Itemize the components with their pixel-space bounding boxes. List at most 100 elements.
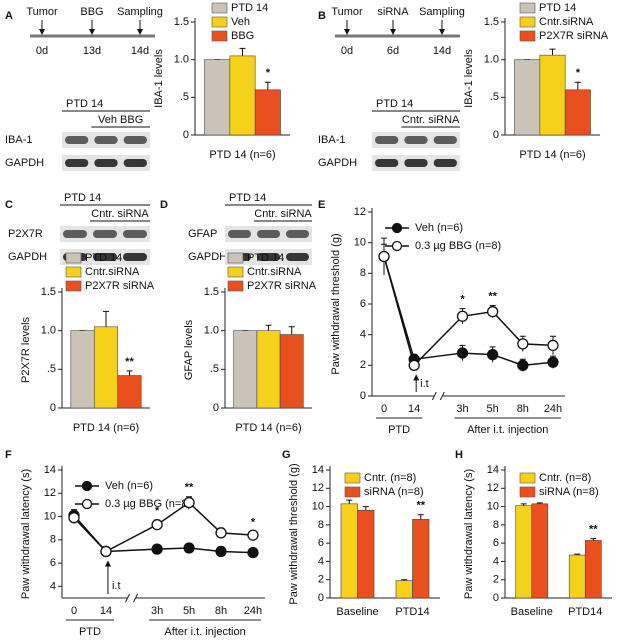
legend-label: siRNA (n=8) bbox=[539, 486, 599, 498]
event-day: 14d bbox=[433, 45, 451, 57]
legend-label: PTD 14 bbox=[85, 252, 122, 264]
significance: ** bbox=[185, 482, 194, 494]
blot-band bbox=[123, 230, 147, 238]
x-tick-label: 14 bbox=[100, 605, 112, 617]
y-tick-label: 14 bbox=[44, 464, 56, 476]
legend-marker bbox=[81, 480, 93, 492]
axis-break bbox=[125, 593, 138, 603]
legend-label: Cntr. (n=8) bbox=[539, 472, 591, 484]
panel-letter: G bbox=[282, 449, 291, 461]
y-tick-label: 14 bbox=[487, 464, 499, 476]
legend-label: Veh bbox=[231, 16, 250, 28]
y-tick-label: 8 bbox=[318, 519, 324, 531]
significance: ** bbox=[125, 356, 134, 368]
point bbox=[486, 348, 499, 361]
blot-band bbox=[257, 253, 280, 261]
y-tick-label: 6 bbox=[318, 537, 324, 549]
blot-band bbox=[404, 159, 428, 167]
legend-swatch bbox=[65, 266, 82, 278]
x-tick-label: 0 bbox=[71, 605, 77, 617]
legend-swatch bbox=[227, 280, 244, 292]
bar bbox=[256, 330, 281, 409]
point bbox=[408, 359, 420, 371]
blot-band bbox=[433, 136, 457, 144]
event-label: Sampling bbox=[117, 6, 163, 18]
y-tick-label: 10 bbox=[44, 510, 56, 522]
bar bbox=[279, 334, 304, 409]
blot-band bbox=[286, 253, 309, 261]
legend-label: BBG bbox=[231, 30, 254, 42]
y-axis-label: IBA-1 levels bbox=[153, 49, 165, 108]
legend-marker bbox=[81, 498, 93, 510]
legend-label: Cntr.siRNA bbox=[85, 266, 140, 278]
legend-label: PTD 14 bbox=[247, 252, 284, 264]
blot-band bbox=[404, 136, 428, 144]
x-tick-label: PTD 14 (n=6) bbox=[209, 149, 275, 161]
panel-letter: C bbox=[5, 199, 13, 211]
point bbox=[247, 546, 259, 559]
blot-band bbox=[228, 230, 251, 238]
y-tick-label: .5 bbox=[490, 91, 499, 103]
blot-band bbox=[123, 159, 147, 167]
blot-lanes: Veh BBG bbox=[98, 114, 143, 126]
y-tick-label: 0 bbox=[50, 402, 56, 414]
bar bbox=[340, 503, 358, 599]
arrow-label: i.t bbox=[112, 580, 121, 592]
blot-row-label: GAPDH bbox=[5, 157, 44, 169]
y-tick-label: 1.0 bbox=[204, 325, 219, 337]
blot-band bbox=[375, 159, 399, 167]
y-tick-label: 0 bbox=[213, 402, 219, 414]
arrow-label: i.t bbox=[420, 378, 429, 390]
y-tick-label: 12 bbox=[487, 482, 499, 494]
y-tick-label: 0 bbox=[493, 592, 499, 604]
bar bbox=[93, 326, 119, 409]
legend-label: Cntr.siRNA bbox=[539, 16, 594, 28]
blot-title: PTD 14 bbox=[66, 98, 103, 110]
arrow-head bbox=[89, 29, 95, 35]
error-bar bbox=[346, 499, 353, 504]
x-tick-label: 5h bbox=[183, 605, 195, 617]
point bbox=[517, 359, 529, 371]
x-tick-label: PTD14 bbox=[395, 606, 429, 618]
legend-swatch bbox=[344, 472, 361, 484]
legend-swatch bbox=[227, 252, 244, 264]
x-tick-label: Baseline bbox=[336, 606, 378, 618]
x-group-label: After i.t. injection bbox=[467, 424, 548, 436]
y-tick-label: 6 bbox=[50, 557, 56, 569]
x-tick-label: 3h bbox=[151, 605, 163, 617]
legend-label: Veh (n=6) bbox=[415, 222, 463, 234]
error-bar bbox=[417, 514, 424, 520]
x-tick-label: PTD 14 (n=6) bbox=[519, 149, 585, 161]
point bbox=[183, 496, 195, 509]
event-label: siRNA bbox=[377, 6, 409, 18]
x-tick-label: 24h bbox=[544, 403, 562, 415]
point bbox=[378, 250, 390, 263]
legend-swatch bbox=[65, 280, 82, 292]
point bbox=[547, 339, 559, 352]
error-bar bbox=[239, 47, 246, 56]
event-day: 0d bbox=[341, 45, 353, 57]
blot-lanes: Cntr. siRNA bbox=[91, 208, 149, 220]
legend-swatch bbox=[211, 2, 228, 14]
y-tick-label: 12 bbox=[44, 487, 56, 499]
significance: * bbox=[576, 67, 581, 79]
bar bbox=[229, 55, 256, 136]
point bbox=[100, 545, 112, 558]
blot-band bbox=[123, 253, 147, 261]
y-tick-label: 1.5 bbox=[484, 16, 499, 28]
y-tick-label: .5 bbox=[180, 91, 189, 103]
arrow-head bbox=[137, 29, 143, 35]
x-group-label: PTD bbox=[388, 424, 410, 436]
significance: * bbox=[251, 517, 256, 529]
significance: * bbox=[460, 294, 465, 306]
bar bbox=[568, 554, 586, 599]
y-tick-label: 1.0 bbox=[41, 325, 56, 337]
legend-swatch bbox=[519, 472, 536, 484]
panel-letter: F bbox=[5, 449, 12, 461]
error-bar bbox=[126, 370, 133, 376]
legend-swatch bbox=[519, 486, 536, 498]
y-tick-label: 0 bbox=[318, 592, 324, 604]
y-axis-label: GFAP levels bbox=[183, 319, 195, 380]
y-tick-label: 1.0 bbox=[174, 54, 189, 66]
bar bbox=[70, 330, 95, 409]
